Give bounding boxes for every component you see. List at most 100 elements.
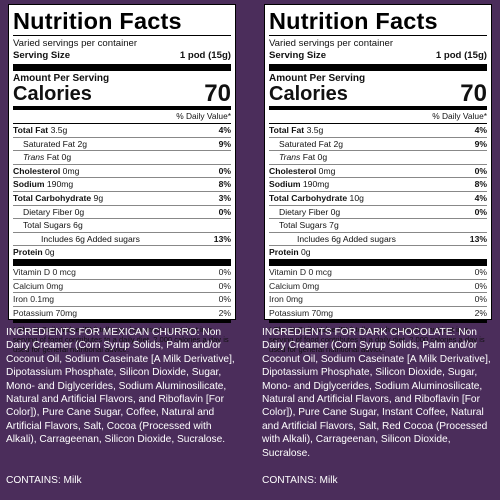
nutrient-label: Total Sugars	[23, 220, 71, 231]
vitamin-pct: 0%	[218, 266, 231, 277]
vitamin-row-potassium: Potassium 70mg 2%	[13, 307, 231, 324]
vitamin-row-iron: Iron 0mg 0%	[269, 293, 487, 307]
nutrient-label: Cholesterol	[269, 165, 317, 176]
serving-size-value: 1 pod (15g)	[179, 50, 231, 61]
nutrient-amount: 0g	[330, 206, 341, 217]
nutrient-row-total-carbohydrate: Total Carbohydrate 10g 4%	[269, 192, 487, 206]
nutrient-row-cholesterol: Cholesterol 0mg 0%	[269, 165, 487, 179]
contains-allergen: CONTAINS: Milk	[6, 475, 82, 486]
nutrient-amount: Fat 0g	[302, 152, 328, 163]
nutrient-amount: 2g	[77, 138, 88, 149]
vitamin-pct: 2%	[474, 307, 487, 318]
nutrient-amount: 3.5g	[306, 125, 324, 135]
nutrient-pct: 4%	[218, 125, 231, 135]
vitamin-row-vitamin-d: Vitamin D 0 mcg 0%	[13, 266, 231, 280]
nutrient-label: Total Sugars	[279, 220, 327, 231]
nutrient-row-dietary-fiber: Dietary Fiber 0g 0%	[269, 206, 487, 220]
servings-per-container: Varied servings per container	[13, 38, 138, 49]
nutrient-pct: 13%	[469, 233, 487, 244]
nutrient-pct: 0%	[218, 206, 231, 217]
nutrient-row-cholesterol: Cholesterol 0mg 0%	[13, 165, 231, 179]
nutrient-label: Total Carbohydrate	[269, 192, 348, 203]
nutrient-amount: Fat 0g	[46, 152, 72, 163]
nutrient-label: Total Fat	[13, 125, 49, 135]
nutrient-label: Total Carbohydrate	[13, 192, 92, 203]
nutrient-pct: 4%	[474, 125, 487, 135]
calories-label: Calories	[269, 83, 348, 105]
nutrient-amount: 0g	[301, 247, 311, 258]
vitamin-pct: 0%	[218, 280, 231, 291]
nutrient-label: Trans	[279, 152, 301, 163]
nutrient-row-protein: Protein 0g	[13, 246, 231, 266]
vitamin-label: Potassium 70mg	[269, 307, 334, 318]
nutrition-facts-label: Nutrition Facts Varied servings per cont…	[264, 4, 492, 354]
nutrient-amount: 3.5g	[50, 125, 68, 135]
nutrient-row-total-carbohydrate: Total Carbohydrate 9g 3%	[13, 192, 231, 206]
nutrient-row-saturated-fat: Saturated Fat 2g 9%	[13, 138, 231, 152]
nutrient-label: Includes 6g Added sugars	[297, 233, 396, 244]
nutrient-amount: 10g	[349, 192, 364, 203]
serving-size-row: Serving Size 1 pod (15g)	[269, 50, 487, 71]
calories-row: Calories 70	[13, 80, 231, 110]
vitamin-label: Potassium 70mg	[13, 307, 78, 318]
mexican-churro-panel: Nutrition Facts Varied servings per cont…	[4, 0, 240, 500]
daily-value-header: % Daily Value*	[269, 110, 487, 124]
nutrient-amount: 9g	[93, 192, 104, 203]
nutrient-amount: 190mg	[46, 179, 74, 190]
nutrient-label: Sodium	[269, 179, 301, 190]
nutrient-row-protein: Protein 0g	[269, 246, 487, 266]
nutrient-label: Total Fat	[269, 125, 305, 135]
vitamin-pct: 2%	[218, 307, 231, 318]
nutrient-label: Cholesterol	[13, 165, 61, 176]
nutrition-facts-title: Nutrition Facts	[13, 8, 231, 36]
nutrition-facts-label: Nutrition Facts Varied servings per cont…	[8, 4, 236, 354]
nutrient-label: Sodium	[13, 179, 45, 190]
vitamin-label: Iron 0mg	[269, 294, 303, 305]
nutrient-amount: 0g	[45, 247, 55, 258]
nutrient-label: Protein	[13, 247, 43, 258]
nutrient-label: Includes 6g Added sugars	[41, 233, 140, 244]
nutrient-row-trans-fat: Trans Fat 0g	[269, 151, 487, 165]
nutrition-facts-title: Nutrition Facts	[269, 8, 487, 36]
nutrient-label: Protein	[269, 247, 299, 258]
ingredients-text: INGREDIENTS FOR MEXICAN CHURRO: Non Dair…	[6, 327, 235, 446]
vitamin-row-calcium: Calcium 0mg 0%	[269, 280, 487, 294]
vitamin-row-iron: Iron 0.1mg 0%	[13, 293, 231, 307]
daily-value-footnote: * The % Daily Value (DV) tells you how m…	[269, 325, 485, 354]
vitamin-pct: 0%	[474, 280, 487, 291]
nutrient-label: Dietary Fiber	[279, 206, 329, 217]
nutrient-pct: 8%	[474, 179, 487, 190]
nutrient-pct: 0%	[474, 165, 487, 176]
contains-allergen: CONTAINS: Milk	[262, 475, 338, 486]
ingredients-text: INGREDIENTS FOR DARK CHOCOLATE: Non Dair…	[262, 327, 491, 459]
daily-value-footnote: * The % Daily Value (DV) tells you how m…	[13, 325, 229, 354]
serving-size-value: 1 pod (15g)	[435, 50, 487, 61]
nutrient-pct: 13%	[213, 233, 231, 244]
vitamin-pct: 0%	[218, 294, 231, 305]
calories-row: Calories 70	[269, 80, 487, 110]
nutrient-row-trans-fat: Trans Fat 0g	[13, 151, 231, 165]
nutrient-amount: 0mg	[62, 165, 80, 176]
calories-value: 70	[204, 80, 231, 107]
servings-per-container: Varied servings per container	[269, 38, 394, 49]
nutrient-amount: 7g	[329, 220, 339, 231]
nutrient-pct: 0%	[474, 206, 487, 217]
nutrient-row-total-sugars: Total Sugars 7g	[269, 219, 487, 233]
nutrient-amount: 2g	[333, 138, 344, 149]
calories-value: 70	[460, 80, 487, 107]
nutrient-row-dietary-fiber: Dietary Fiber 0g 0%	[13, 206, 231, 220]
nutrient-pct: 4%	[474, 192, 487, 203]
nutrient-pct: 0%	[218, 165, 231, 176]
nutrient-amount: 0mg	[318, 165, 336, 176]
nutrient-amount: 190mg	[302, 179, 330, 190]
dark-chocolate-panel: Nutrition Facts Varied servings per cont…	[260, 0, 496, 500]
nutrient-pct: 9%	[218, 138, 231, 149]
nutrient-pct: 3%	[218, 192, 231, 203]
vitamin-row-potassium: Potassium 70mg 2%	[269, 307, 487, 324]
nutrient-amount: 6g	[73, 220, 83, 231]
vitamin-pct: 0%	[474, 266, 487, 277]
serving-size-row: Serving Size 1 pod (15g)	[13, 50, 231, 71]
vitamin-pct: 0%	[474, 294, 487, 305]
amount-per-serving: Amount Per Serving	[13, 73, 110, 84]
nutrient-row-sodium: Sodium 190mg 8%	[269, 178, 487, 192]
